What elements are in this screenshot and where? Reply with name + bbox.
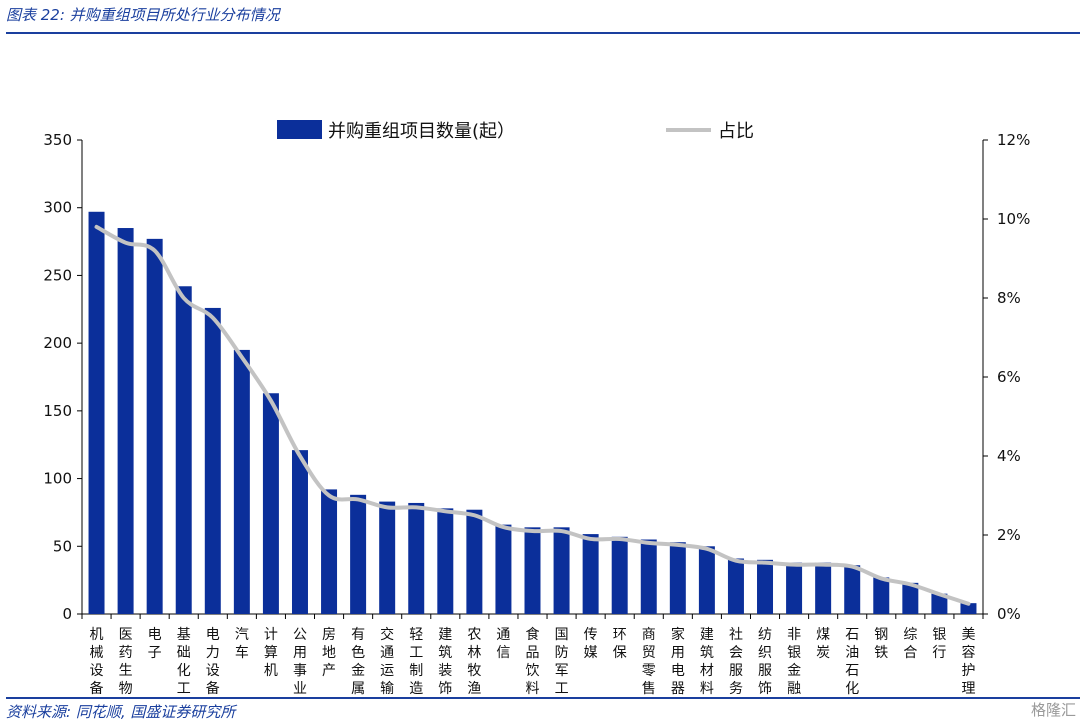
bar (408, 502, 425, 614)
category-label: 非银金融 (787, 627, 801, 697)
left-tick-label: 350 (43, 131, 72, 149)
bar (175, 286, 192, 614)
bar (350, 494, 367, 614)
bar (640, 539, 657, 614)
category-label: 石油石化 (845, 627, 859, 697)
category-label: 食品饮料 (526, 626, 540, 697)
category-label: 电子 (148, 627, 162, 661)
bar (233, 349, 250, 614)
category-label: 环保 (613, 627, 627, 661)
bar (321, 489, 338, 614)
bar (117, 228, 134, 614)
category-label: 交通运输 (380, 626, 394, 697)
category-label: 美容护理 (961, 627, 975, 697)
legend-line-label: 占比 (718, 121, 754, 142)
bar (844, 565, 861, 614)
right-tick-label: 8% (997, 289, 1021, 307)
left-tick-label: 100 (43, 470, 72, 488)
category-label: 国防军工 (555, 627, 569, 697)
bar (204, 307, 221, 614)
bar (786, 562, 803, 614)
header-rule (6, 32, 1080, 34)
right-tick-label: 6% (997, 368, 1021, 386)
bar (88, 211, 105, 614)
category-label: 社会服务 (729, 627, 743, 697)
bar (902, 582, 919, 614)
category-label: 轻工制造 (409, 627, 423, 697)
category-label: 有色金属 (351, 627, 365, 697)
bar (437, 508, 454, 614)
left-tick-label: 50 (53, 537, 72, 555)
legend-bar-label: 并购重组项目数量(起） (328, 121, 515, 142)
category-label: 建筑材料 (700, 627, 714, 697)
right-tick-label: 12% (997, 131, 1030, 149)
footer-rule (6, 697, 1080, 699)
bar (495, 524, 512, 614)
bar (815, 562, 832, 614)
category-label: 基础化工 (177, 626, 191, 697)
category-label: 电力设备 (206, 627, 220, 697)
share-line (94, 224, 971, 606)
bar (291, 450, 308, 614)
right-tick-label: 0% (997, 605, 1021, 623)
category-label: 商贸零售 (642, 627, 656, 697)
category-label: 钢铁 (874, 627, 888, 661)
left-tick-label: 200 (43, 334, 72, 352)
bar (466, 509, 483, 614)
bar (669, 542, 686, 614)
left-tick-label: 250 (43, 266, 72, 284)
figure-caption: 图表 22: 并购重组项目所处行业分布情况 (6, 6, 280, 24)
bar (553, 527, 570, 614)
bar (873, 577, 890, 614)
bar (146, 238, 163, 614)
bar (524, 527, 541, 614)
bar (582, 534, 599, 614)
bar (698, 546, 715, 614)
right-tick-label: 4% (997, 447, 1021, 465)
category-label: 家用电器 (671, 626, 685, 697)
category-label: 医药生物 (119, 627, 133, 697)
right-tick-label: 10% (997, 210, 1030, 228)
bar (611, 536, 628, 614)
left-tick-label: 0 (62, 605, 72, 623)
bar (379, 501, 396, 614)
category-label: 银行 (932, 627, 946, 661)
category-label: 公用事业 (293, 627, 307, 697)
legend-bar-swatch (277, 120, 322, 139)
category-label: 汽车 (235, 627, 249, 661)
bar (757, 559, 774, 614)
right-tick-label: 2% (997, 526, 1021, 544)
category-label: 纺织服饰 (758, 627, 772, 697)
bar (727, 558, 744, 614)
left-tick-label: 300 (43, 199, 72, 217)
bar (960, 603, 977, 614)
category-label: 农林牧渔 (467, 627, 481, 697)
category-label: 综合 (903, 627, 917, 661)
category-label: 计算机 (264, 627, 278, 679)
watermark: 格隆汇 (1030, 701, 1076, 719)
source-note: 资料来源: 同花顺, 国盛证券研究所 (6, 703, 236, 721)
left-tick-label: 150 (43, 402, 72, 420)
category-label: 机械设备 (90, 627, 104, 697)
bar (931, 593, 948, 614)
category-label: 建筑装饰 (438, 627, 452, 697)
category-label: 房地产 (322, 627, 336, 679)
bar (262, 393, 279, 614)
category-label: 煤炭 (816, 627, 830, 661)
category-label: 传媒 (584, 627, 598, 661)
category-label: 通信 (496, 627, 510, 661)
